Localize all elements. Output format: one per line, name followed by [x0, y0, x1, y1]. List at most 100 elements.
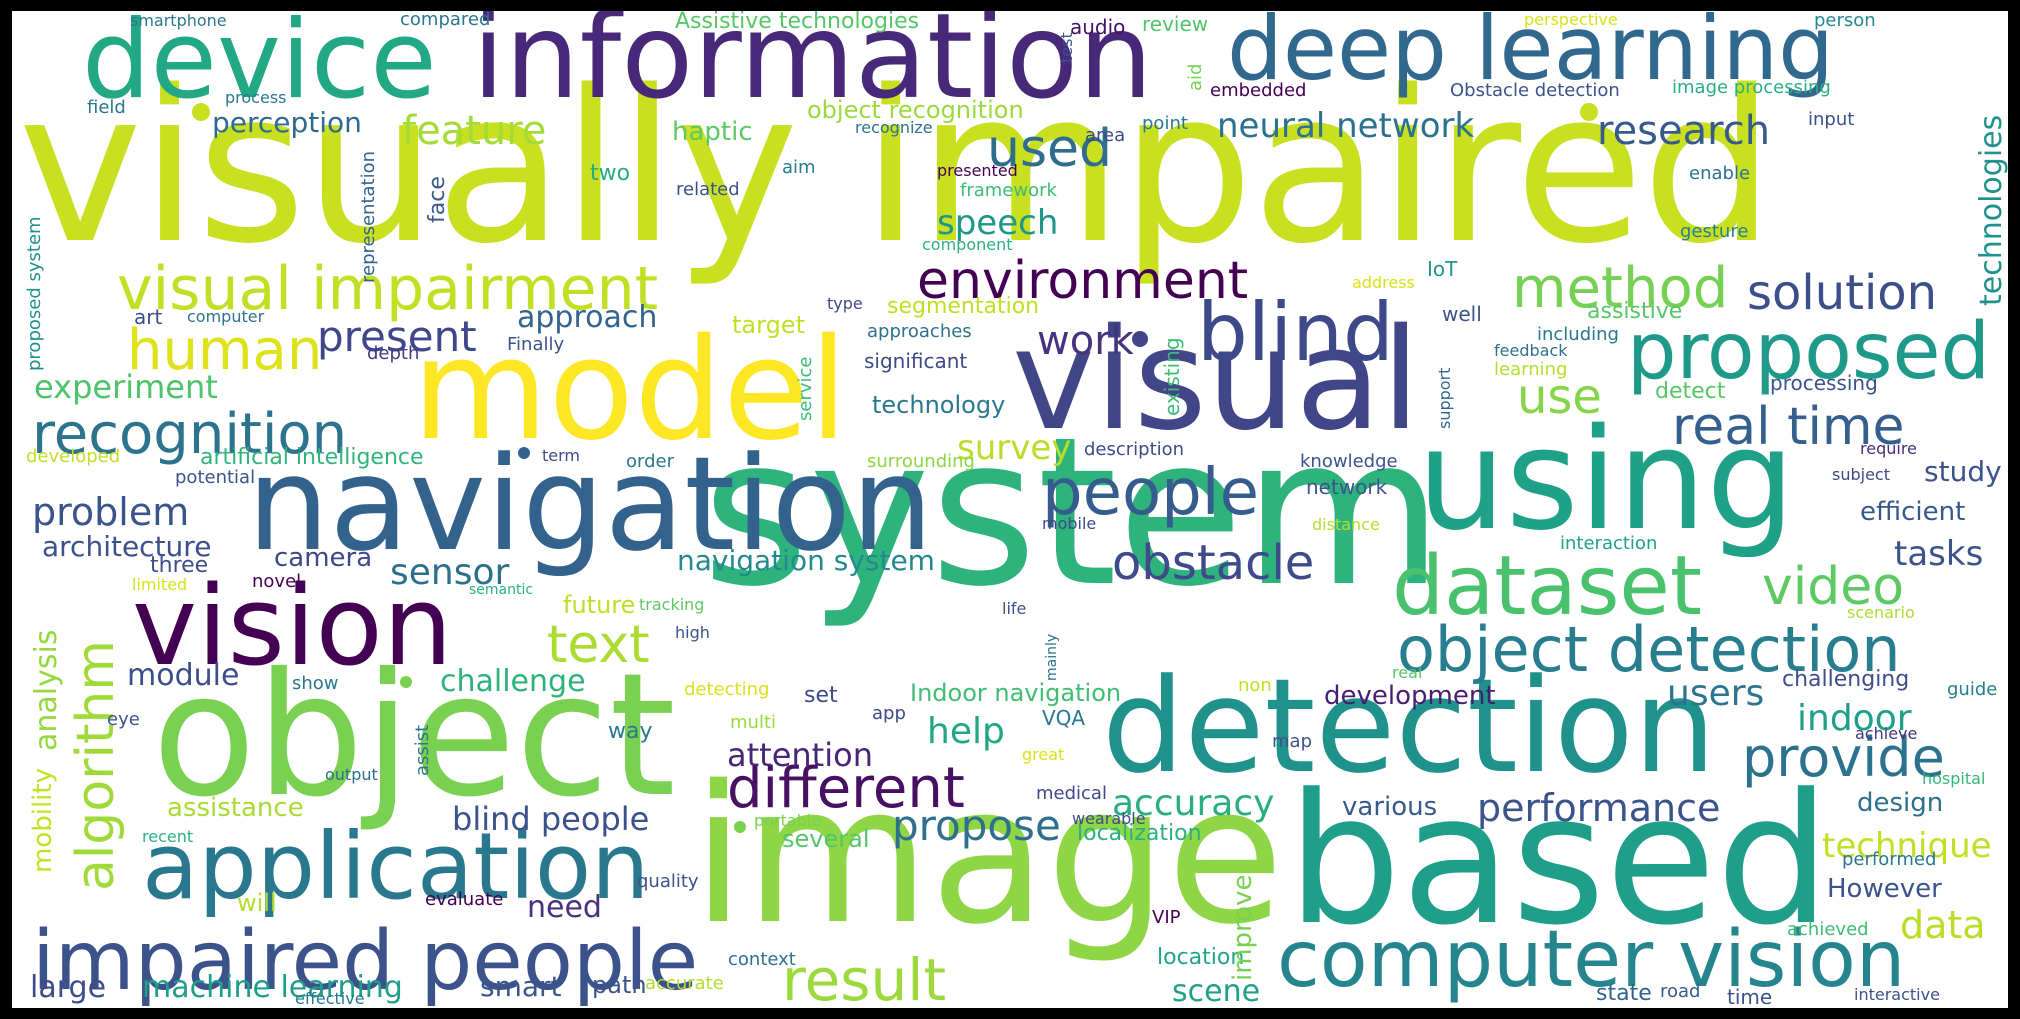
- word-problem: problem: [32, 490, 190, 534]
- word-achieve: achieve: [1855, 724, 1918, 743]
- word-significant: significant: [864, 349, 968, 373]
- word-assist: assist: [412, 724, 433, 776]
- word-recognize: recognize: [855, 118, 933, 137]
- dot-mark: [734, 821, 746, 833]
- word-computer: computer: [187, 307, 265, 326]
- word-module: module: [127, 658, 240, 693]
- word-scenario: scenario: [1847, 603, 1915, 622]
- word-help: help: [927, 711, 1005, 752]
- word-tasks: tasks: [1894, 534, 1984, 574]
- word-smart: smart: [480, 970, 562, 1003]
- dot-mark: [1132, 331, 1148, 347]
- word-however: However: [1827, 874, 1942, 904]
- word-object-detection: object detection: [1397, 613, 1901, 686]
- word-using: using: [1417, 399, 1796, 562]
- word-interaction: interaction: [1560, 533, 1658, 554]
- word-work: work: [1037, 318, 1134, 364]
- word-scene: scene: [1172, 974, 1261, 1008]
- word-location: location: [1157, 945, 1245, 970]
- word-app: app: [872, 703, 906, 724]
- word-art: art: [134, 305, 163, 329]
- word-assistance: assistance: [167, 793, 304, 823]
- word-process: process: [225, 88, 287, 107]
- word-potential: potential: [175, 467, 256, 488]
- word-mainly: mainly: [1044, 633, 1060, 681]
- word-large: large: [30, 970, 107, 1005]
- word-path: path: [592, 971, 647, 999]
- word-feedback: feedback: [1494, 341, 1568, 360]
- word-require: require: [1860, 439, 1917, 458]
- word-quality: quality: [637, 871, 699, 892]
- word-vision: vision: [132, 562, 453, 690]
- word-presented: presented: [937, 161, 1018, 180]
- word-smartphone: smartphone: [130, 11, 227, 30]
- word-development: development: [1324, 681, 1496, 711]
- word-provide: provide: [1742, 726, 1945, 789]
- word-present: present: [317, 312, 477, 361]
- word-propose: propose: [892, 801, 1061, 850]
- word-service: service: [795, 356, 816, 421]
- word-proposed: proposed: [1627, 307, 1990, 397]
- word-assistive: assistive: [1587, 299, 1683, 324]
- word-distance: distance: [1312, 515, 1380, 534]
- word-great: great: [1022, 745, 1065, 764]
- word-non: non: [1238, 675, 1272, 696]
- word-interactive: interactive: [1854, 985, 1940, 1004]
- word-technologies: technologies: [1974, 114, 2008, 306]
- word-area: area: [1085, 125, 1126, 146]
- word-detecting: detecting: [684, 679, 770, 700]
- word-object-recognition: object recognition: [807, 96, 1024, 124]
- word-set: set: [804, 683, 838, 708]
- word-technique: technique: [1822, 826, 1992, 866]
- word-recognition: recognition: [32, 402, 348, 467]
- word-algorithm: algorithm: [66, 640, 126, 891]
- word-camera: camera: [274, 543, 373, 573]
- word-architecture: architecture: [42, 530, 212, 563]
- word-recent: recent: [142, 827, 194, 846]
- word-approach: approach: [517, 300, 658, 335]
- word-output: output: [325, 765, 378, 784]
- word-depth: depth: [367, 343, 420, 364]
- word-detect: detect: [1655, 379, 1726, 404]
- word-context: context: [728, 949, 796, 970]
- word-two: two: [590, 161, 631, 186]
- word-need: need: [527, 890, 602, 925]
- dot-mark: [1580, 103, 1598, 121]
- word-high: high: [675, 623, 710, 642]
- word-embedded: embedded: [1210, 80, 1307, 101]
- word-study: study: [1924, 455, 2002, 488]
- word-video: video: [1762, 557, 1905, 617]
- word-accurate: accurate: [645, 973, 724, 994]
- word-several: several: [782, 825, 870, 853]
- word-wearable: wearable: [1072, 809, 1146, 828]
- word-aim: aim: [782, 157, 816, 178]
- word-object: object: [152, 637, 676, 835]
- word-network: network: [1306, 475, 1388, 499]
- word-computer-vision: computer vision: [1277, 915, 1906, 1005]
- word-time: time: [1727, 985, 1773, 1008]
- word-input: input: [1808, 109, 1855, 130]
- word-effective: effective: [295, 989, 365, 1008]
- word-mobile: mobile: [1042, 514, 1097, 533]
- word-haptic: haptic: [672, 117, 753, 147]
- word-device: device: [82, 11, 437, 123]
- word-achieved: achieved: [1787, 919, 1869, 940]
- word-finally: Finally: [507, 334, 565, 355]
- word-experiment: experiment: [34, 368, 218, 406]
- word-sensor: sensor: [390, 552, 510, 593]
- word-accuracy: accuracy: [1112, 783, 1275, 824]
- word-state: state: [1596, 981, 1652, 1006]
- word-perspective: perspective: [1524, 11, 1618, 29]
- word-machine-learning: machine learning: [142, 970, 403, 1005]
- word-challenge: challenge: [440, 664, 586, 699]
- word-iot: IoT: [1427, 257, 1458, 281]
- word-eye: eye: [107, 709, 140, 730]
- word-analysis: analysis: [29, 629, 64, 751]
- word-mobility: mobility: [28, 768, 58, 873]
- word-system: system: [702, 394, 1444, 632]
- word-speech: speech: [937, 203, 1059, 243]
- word-order: order: [626, 451, 674, 472]
- word-performed: performed: [1842, 849, 1937, 870]
- word-model: model: [412, 309, 848, 472]
- word-guide: guide: [1947, 679, 1998, 700]
